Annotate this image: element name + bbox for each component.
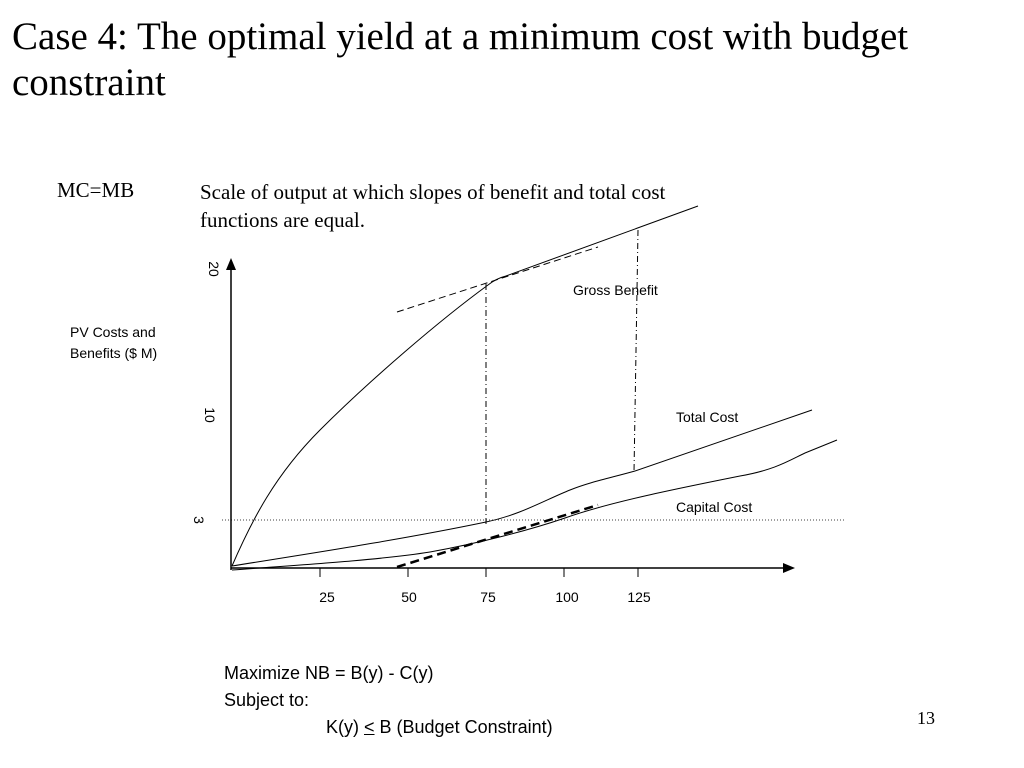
y-axis-label: PV Costs and Benefits ($ M) <box>70 324 158 361</box>
mc-mb-definition: Scale of output at which slopes of benef… <box>200 180 666 232</box>
formula-objective: Maximize NB = B(y) - C(y) <box>224 663 434 683</box>
page-number: 13 <box>917 708 935 728</box>
gross-benefit-label: Gross Benefit <box>573 282 658 298</box>
mc-mb-term: MC=MB <box>57 178 135 202</box>
formula-constraint: K(y) < B (Budget Constraint) <box>224 714 553 741</box>
constraint-rhs: B (Budget Constraint) <box>374 717 553 737</box>
tangent-line <box>396 246 599 313</box>
x-axis-arrow-icon <box>783 563 795 573</box>
constraint-lhs: K(y) <box>326 717 364 737</box>
y-tick-label: 20 <box>206 261 222 277</box>
objective-formula: Maximize NB = B(y) - C(y) Subject to: K(… <box>224 660 553 741</box>
capital-cost-curve <box>231 439 838 571</box>
y-axis-arrow-icon <box>226 258 236 270</box>
x-tick-label: 100 <box>555 589 579 605</box>
total-cost-curve <box>231 409 813 567</box>
budget-constraint-line <box>396 503 599 569</box>
x-tick-label: 50 <box>401 589 417 605</box>
y-tick-label: 10 <box>202 407 218 423</box>
less-or-equal-symbol: < <box>364 717 375 737</box>
total-cost-label: Total Cost <box>676 409 738 425</box>
gross-benefit-curve <box>231 205 699 567</box>
y-tick-label: 3 <box>191 516 207 524</box>
x-tick-label: 25 <box>319 589 335 605</box>
formula-subject-to: Subject to: <box>224 690 310 710</box>
x-tick-label: 75 <box>480 589 496 605</box>
x-tick-label: 125 <box>627 589 651 605</box>
slide-title: Case 4: The optimal yield at a minimum c… <box>12 15 909 104</box>
capital-cost-label: Capital Cost <box>676 499 752 515</box>
budget-vertical-line <box>633 229 639 473</box>
